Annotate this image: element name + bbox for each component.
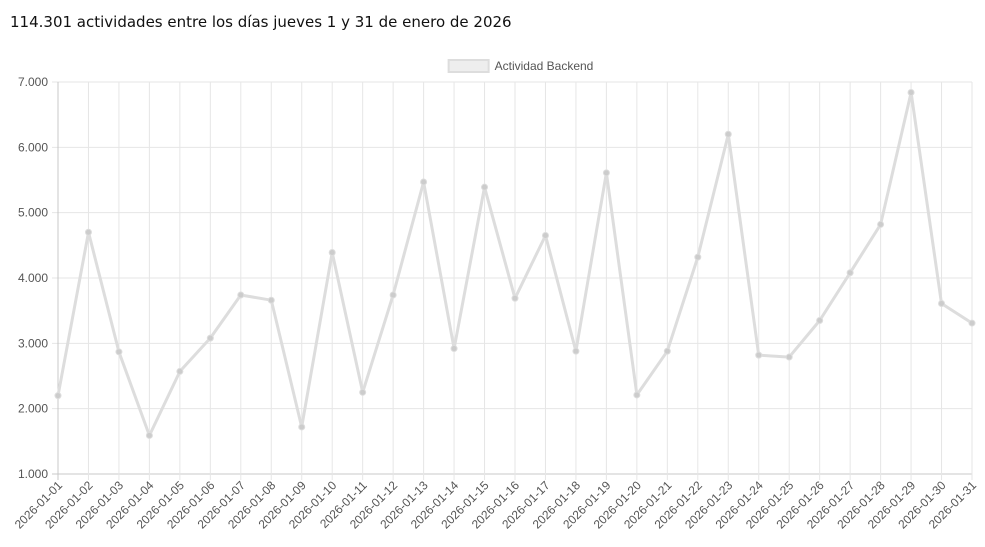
- data-point[interactable]: [572, 347, 580, 355]
- data-point[interactable]: [938, 299, 946, 307]
- data-point[interactable]: [785, 353, 793, 361]
- y-tick-label: 2.000: [18, 402, 48, 416]
- data-point[interactable]: [968, 319, 976, 327]
- data-point[interactable]: [389, 291, 397, 299]
- data-point[interactable]: [115, 348, 123, 356]
- data-point[interactable]: [206, 334, 214, 342]
- x-tick-labels: 2026-01-012026-01-022026-01-032026-01-04…: [12, 478, 980, 532]
- data-point[interactable]: [511, 294, 519, 302]
- y-tick-label: 7.000: [18, 75, 48, 89]
- data-point[interactable]: [420, 178, 428, 186]
- data-point[interactable]: [816, 316, 824, 324]
- data-point[interactable]: [694, 253, 702, 261]
- data-point[interactable]: [328, 249, 336, 257]
- data-point[interactable]: [359, 388, 367, 396]
- data-point[interactable]: [450, 345, 458, 353]
- data-point[interactable]: [237, 291, 245, 299]
- data-point[interactable]: [267, 296, 275, 304]
- data-point[interactable]: [755, 351, 763, 359]
- legend-swatch: [447, 59, 490, 73]
- legend[interactable]: Actividad Backend: [447, 59, 594, 73]
- data-point[interactable]: [298, 423, 306, 431]
- legend-label: Actividad Backend: [495, 59, 594, 73]
- y-tick-label: 1.000: [18, 467, 48, 481]
- page-title: 114.301 actividades entre los días jueve…: [10, 13, 512, 31]
- data-point[interactable]: [54, 392, 62, 400]
- y-tick-label: 5.000: [18, 206, 48, 220]
- data-point[interactable]: [145, 431, 153, 439]
- data-point[interactable]: [176, 367, 184, 375]
- data-point[interactable]: [846, 269, 854, 277]
- y-tick-labels: 1.000 2.000 3.000 4.000 5.000 6.000 7.000: [18, 75, 48, 481]
- y-tick-label: 4.000: [18, 271, 48, 285]
- data-point[interactable]: [724, 130, 732, 138]
- data-points: [54, 88, 976, 439]
- data-point[interactable]: [84, 228, 92, 236]
- data-point[interactable]: [907, 88, 915, 96]
- data-point[interactable]: [633, 391, 641, 399]
- y-tick-label: 6.000: [18, 140, 48, 154]
- data-point[interactable]: [602, 169, 610, 177]
- y-tick-label: 3.000: [18, 336, 48, 350]
- data-point[interactable]: [481, 183, 489, 191]
- data-point[interactable]: [877, 220, 885, 228]
- data-point[interactable]: [541, 232, 549, 240]
- data-point[interactable]: [663, 347, 671, 355]
- grid: [52, 81, 973, 480]
